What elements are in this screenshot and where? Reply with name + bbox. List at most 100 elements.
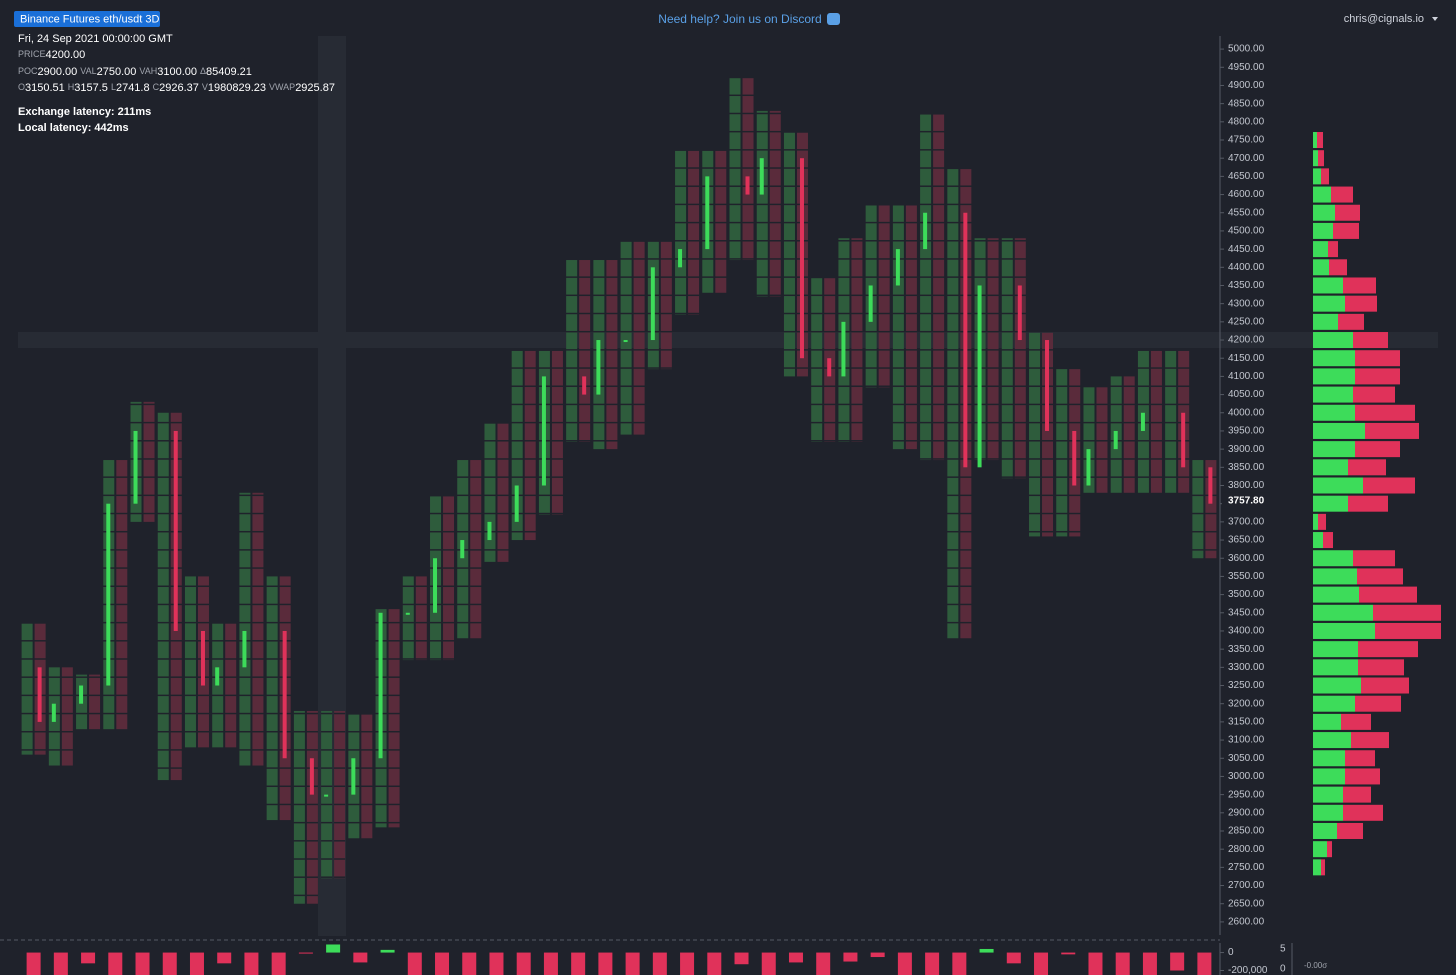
profile-sell xyxy=(1338,313,1364,330)
y-tick-label: 4900.00 xyxy=(1228,80,1265,91)
y-tick-label: 3150.00 xyxy=(1228,717,1265,728)
candle-body xyxy=(378,612,383,759)
info-label: L xyxy=(111,82,116,92)
candle-body xyxy=(514,485,519,522)
footprint-ask xyxy=(524,350,536,541)
footprint-bid xyxy=(947,169,959,639)
footprint-bid xyxy=(566,260,578,442)
badge[interactable]: Binance Futures eth/usdt 3D xyxy=(20,13,159,25)
profile-buy xyxy=(1313,241,1328,258)
caret[interactable] xyxy=(1432,17,1438,21)
candle-body xyxy=(623,340,628,343)
footprint-ask xyxy=(89,674,101,730)
footprint-ask xyxy=(306,710,318,904)
profile-buy xyxy=(1313,259,1329,276)
profile-sell xyxy=(1355,368,1400,385)
y-tick-label: 3250.00 xyxy=(1228,680,1265,691)
footprint-ask xyxy=(633,241,645,435)
candle-body xyxy=(745,176,750,195)
y-tick-label: 4200.00 xyxy=(1228,335,1265,346)
footprint-bid xyxy=(1001,238,1013,479)
y-tick-label: 3800.00 xyxy=(1228,480,1265,491)
profile-buy xyxy=(1313,604,1373,621)
delta-bar xyxy=(298,952,313,954)
info-value: 85409.21 xyxy=(206,66,252,78)
delta-bar xyxy=(244,952,259,975)
delta-bar xyxy=(897,952,912,975)
footprint-ask xyxy=(470,460,482,639)
y-tick-label: 3000.00 xyxy=(1228,771,1265,782)
footprint-bid xyxy=(21,623,33,755)
footprint-bid xyxy=(620,241,632,435)
y-tick-label: 4300.00 xyxy=(1228,298,1265,309)
candle-body xyxy=(1072,430,1077,486)
candle-body xyxy=(1208,467,1213,504)
profile-sell xyxy=(1327,841,1332,858)
y-tick-label: 4850.00 xyxy=(1228,98,1265,109)
profile-buy xyxy=(1313,477,1363,494)
profile-sell xyxy=(1345,768,1380,785)
profile-buy xyxy=(1313,622,1375,639)
footprint-bid xyxy=(1029,332,1041,537)
y-tick-label: 3300.00 xyxy=(1228,662,1265,673)
profile-buy xyxy=(1313,332,1353,349)
y-tick-label: 4750.00 xyxy=(1228,135,1265,146)
profile-buy xyxy=(1313,295,1345,312)
footprint-ask xyxy=(443,496,455,661)
info-label: PRICE xyxy=(18,49,46,59)
footprint-ask xyxy=(143,401,155,522)
footprint-ask xyxy=(987,238,999,461)
profile-sell xyxy=(1333,222,1359,239)
profile-buy xyxy=(1313,659,1358,676)
candle-body xyxy=(106,503,111,686)
footprint-ask xyxy=(660,241,672,370)
footprint-ask xyxy=(878,205,890,388)
profile-sell xyxy=(1365,422,1419,439)
footprint-bid xyxy=(920,114,932,461)
candle-body xyxy=(541,376,546,486)
sigma-label: -0.00σ xyxy=(1304,961,1327,970)
info-value: 1980829.23 xyxy=(208,82,266,94)
delta-bar xyxy=(108,952,123,975)
profile-sell xyxy=(1358,659,1404,676)
y-tick-label: 3900.00 xyxy=(1228,444,1265,455)
profile-buy xyxy=(1313,513,1318,530)
candle-body xyxy=(242,630,247,668)
profile-buy xyxy=(1313,713,1341,730)
candle-body xyxy=(1045,340,1050,431)
y-tick-label: 4650.00 xyxy=(1228,171,1265,182)
profile-sell xyxy=(1375,622,1441,639)
delta-bar xyxy=(81,952,96,964)
user-menu[interactable]: chris@cignals.io xyxy=(1344,13,1424,25)
delta-bar xyxy=(1170,952,1185,971)
delta-bar xyxy=(435,952,450,975)
candle-body xyxy=(895,249,900,286)
footprint-ask xyxy=(742,78,754,261)
profile-sell xyxy=(1348,459,1386,476)
profile-buy xyxy=(1313,386,1353,403)
help-link[interactable]: Need help? Join us on Discord xyxy=(658,12,821,26)
profile-buy xyxy=(1313,495,1348,512)
delta-bar xyxy=(788,952,803,963)
footprint-bid xyxy=(811,278,823,442)
profile-sell xyxy=(1358,641,1418,658)
crosshair-h xyxy=(18,332,1438,348)
delta-bar xyxy=(326,944,341,953)
delta-bar xyxy=(189,952,204,975)
discord-icon[interactable] xyxy=(827,13,840,25)
profile-sell xyxy=(1355,695,1401,712)
profile-buy xyxy=(1313,132,1317,149)
footprint-ask xyxy=(933,114,945,461)
profile-buy xyxy=(1313,768,1345,785)
y-tick-label: 2700.00 xyxy=(1228,880,1265,891)
footprint-bid xyxy=(675,150,687,315)
y-tick-label: 2600.00 xyxy=(1228,917,1265,928)
badge-bg[interactable] xyxy=(14,11,160,27)
footprint-bid xyxy=(1056,369,1068,537)
delta-bar xyxy=(1006,952,1021,964)
y-tick-label: 2950.00 xyxy=(1228,789,1265,800)
delta-bar xyxy=(816,952,831,975)
delta-bar xyxy=(571,952,586,975)
y-tick-label: 4550.00 xyxy=(1228,207,1265,218)
profile-sell xyxy=(1318,513,1326,530)
